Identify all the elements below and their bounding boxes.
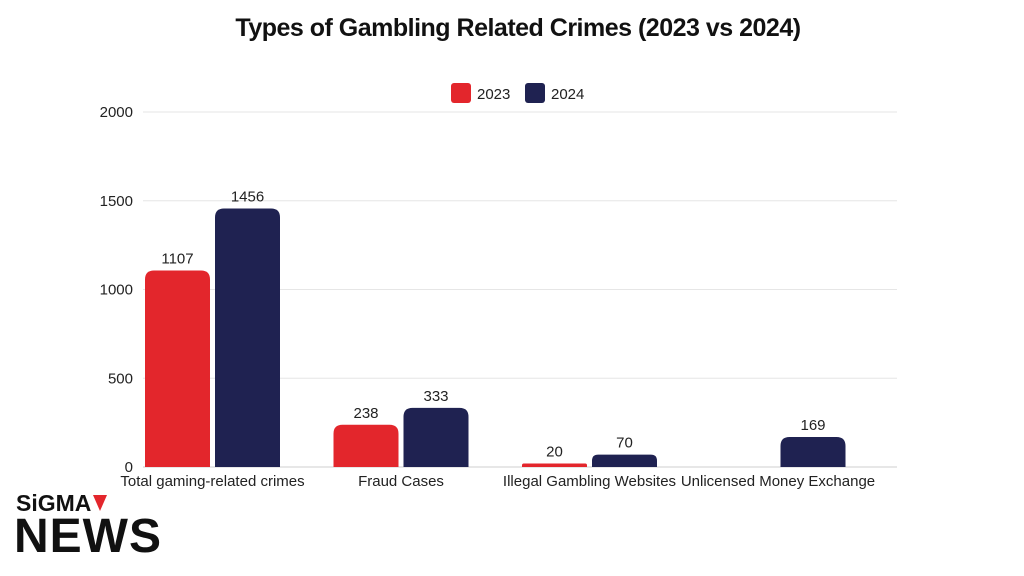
legend-label: 2023 xyxy=(477,86,510,103)
bar-2023 xyxy=(522,463,587,467)
y-tick-label: 2000 xyxy=(100,104,133,121)
brand-main-wordmark: NEWS xyxy=(14,510,162,563)
legend-label: 2024 xyxy=(551,86,584,103)
category-label: Total gaming-related crimes xyxy=(120,473,304,490)
data-label: 169 xyxy=(800,417,825,434)
brand-top-text: SiGMA xyxy=(16,490,92,516)
data-label: 1456 xyxy=(231,189,264,206)
category-label: Unlicensed Money Exchange xyxy=(681,473,875,490)
brand-top-wordmark: SiGMA xyxy=(16,490,162,516)
bar-2024 xyxy=(780,437,846,467)
category-label: Fraud Cases xyxy=(358,473,444,490)
data-label: 333 xyxy=(423,388,448,405)
data-label: 1107 xyxy=(161,251,193,268)
bar-2024 xyxy=(592,454,657,467)
chart-title: Types of Gambling Related Crimes (2023 v… xyxy=(235,14,801,42)
bar-2023 xyxy=(145,270,210,467)
y-tick-label: 1500 xyxy=(100,193,133,210)
y-tick-label: 500 xyxy=(108,370,133,387)
category-label: Illegal Gambling Websites xyxy=(503,473,676,490)
bar-2023 xyxy=(333,424,399,467)
data-label: 20 xyxy=(546,443,563,460)
bar-2024 xyxy=(215,208,280,467)
y-tick-label: 1000 xyxy=(100,282,133,299)
sigma-news-logo: SiGMA NEWS xyxy=(14,490,162,563)
y-tick-label: 0 xyxy=(125,459,133,476)
legend-swatch-2023 xyxy=(451,83,471,103)
data-label: 70 xyxy=(616,435,633,452)
brand-triangle-icon xyxy=(93,495,108,511)
data-label: 238 xyxy=(353,405,378,422)
bar-2024 xyxy=(403,407,469,467)
legend-swatch-2024 xyxy=(525,83,545,103)
